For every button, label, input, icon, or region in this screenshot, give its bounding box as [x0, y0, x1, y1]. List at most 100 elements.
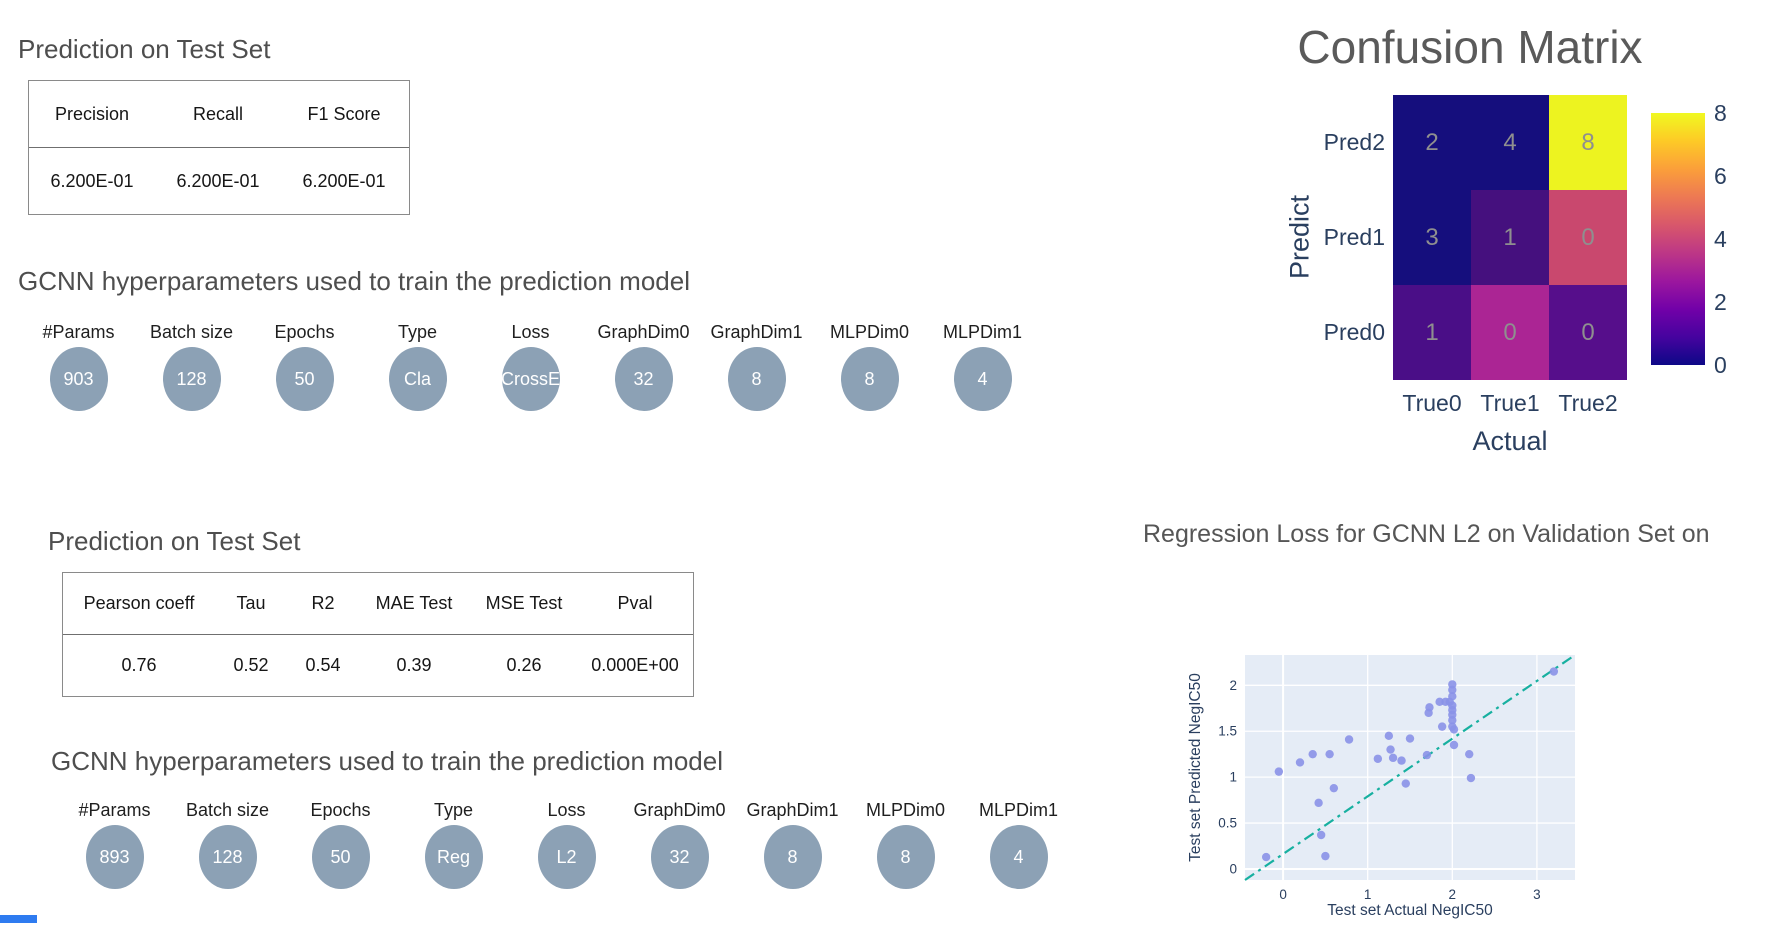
heatmap-cell: 1 [1471, 190, 1549, 285]
x-tick-label: 3 [1533, 887, 1541, 902]
scatter-point [1437, 722, 1447, 731]
scatter-point [1388, 753, 1398, 763]
table-value: 0.000E+00 [591, 655, 679, 675]
classification-hyperparams-title: GCNN hyperparameters used to train the p… [18, 266, 690, 296]
heatmap-cell-value: 0 [1503, 318, 1517, 346]
heatmap-cell-value: 8 [1581, 128, 1595, 156]
scatter-point [1397, 756, 1406, 765]
heatmap-cell-value: 0 [1581, 223, 1595, 251]
table-value: 0.39 [396, 655, 432, 675]
scatter-point [1405, 734, 1415, 743]
scatter-point [1274, 767, 1284, 776]
scatter-point [1329, 783, 1339, 793]
hyperparam-value-circle: 50 [311, 825, 370, 889]
hyperparam-value-circle: Cla [388, 347, 447, 411]
heatmap-cell: 2 [1393, 95, 1471, 190]
hyperparam-label: Loss [547, 800, 586, 820]
table-value-row: 6.200E-01 6.200E-01 6.200E-01 [29, 148, 409, 214]
scatter-point [1316, 830, 1326, 840]
column-header: MSE Test [485, 593, 563, 613]
heatmap-col-label: True1 [1480, 390, 1540, 416]
hyperparam-value-circle: 128 [198, 825, 257, 889]
y-axis-label: Test set Predicted NegIC50 [1187, 673, 1204, 862]
hyperparam-value-circle: 32 [614, 347, 673, 411]
hyperparam-label: Batch size [149, 322, 234, 342]
hyperparam-badge: Loss CrossE [478, 322, 583, 411]
scatter-point [1373, 754, 1383, 763]
bottom-edge-strip [0, 915, 37, 923]
hyperparam-value-circle: 893 [85, 825, 144, 889]
hyperparam-badge: GraphDim1 8 [704, 322, 809, 411]
column-header: Precision [54, 103, 130, 124]
classification-section-title: Prediction on Test Set [18, 34, 271, 64]
scatter-point [1401, 779, 1410, 788]
heatmap-col-label: True2 [1558, 390, 1618, 416]
heatmap-cell-value: 3 [1425, 223, 1439, 251]
x-tick-label: 2 [1449, 887, 1457, 902]
hyperparam-badge: Type Reg [401, 800, 506, 889]
confusion-matrix-xlabel: Actual [1472, 426, 1548, 456]
regression-hyperparam-badges: #Params 893 Batch size 128 Epochs 50 Type Reg Lo… [62, 800, 1071, 889]
hyperparam-label: MLPDim1 [978, 800, 1058, 820]
table-value: 0.52 [233, 655, 269, 675]
hyperparam-badge: Batch size 128 [139, 322, 244, 411]
hyperparam-badge: Epochs 50 [252, 322, 357, 411]
hyperparam-badge: #Params 903 [26, 322, 131, 411]
colorbar [1651, 113, 1705, 365]
y-tick-label: 2 [1229, 678, 1237, 693]
scatter-point [1435, 697, 1444, 707]
hyperparam-value-circle: 4 [953, 347, 1012, 411]
regression-hyperparams-title: GCNN hyperparameters used to train the p… [51, 746, 723, 776]
scatter-point [1448, 685, 1457, 695]
hyperparam-badge: Type Cla [365, 322, 470, 411]
heatmap-cell: 0 [1471, 285, 1549, 380]
y-tick-label: 1.5 [1218, 724, 1237, 739]
scatter-point [1425, 703, 1434, 712]
scatter-point [1314, 798, 1323, 808]
column-header: Tau [236, 593, 266, 613]
hyperparam-value-circle: 4 [989, 825, 1048, 889]
y-tick-label: 0.5 [1218, 816, 1237, 831]
hyperparam-value-circle: 8 [840, 347, 899, 411]
regression-metrics-table: Pearson coeff Tau R2 MAE Test MSE Test Pval 0.… [62, 572, 694, 697]
heatmap-cell: 0 [1549, 285, 1627, 380]
x-tick-label: 1 [1364, 887, 1372, 902]
scatter-point [1449, 740, 1459, 750]
confusion-matrix-heatmap[interactable]: 2 4 8 3 1 0 1 0 0 [1393, 95, 1627, 380]
scatter-point [1422, 750, 1432, 760]
table-value: 0.76 [121, 655, 157, 675]
scatter-point [1261, 852, 1271, 862]
column-header: F1 Score [307, 103, 381, 124]
hyperparam-value-circle: Reg [424, 825, 483, 889]
hyperparam-badge: MLPDim1 4 [966, 800, 1071, 889]
heatmap-cell-value: 0 [1581, 318, 1595, 346]
regression-plot-title: Regression Loss for GCNN L2 on Validatio… [1143, 520, 1710, 548]
hyperparam-value-circle: CrossE [501, 347, 560, 411]
hyperparam-label: #Params [42, 322, 115, 342]
colorbar-tick-label: 0 [1714, 352, 1727, 378]
column-header: MAE Test [375, 593, 453, 613]
hyperparam-value-circle: 128 [162, 347, 221, 411]
hyperparam-badge: Batch size 128 [175, 800, 280, 889]
scatter-plot[interactable]: 0 1 2 3 0 0.5 1 1.5 2 Test set Actual NegIC50 Test… [1180, 640, 1778, 923]
colorbar-tick-label: 8 [1714, 100, 1727, 126]
hyperparam-label: MLPDim1 [942, 322, 1022, 342]
scatter-point [1549, 667, 1559, 676]
hyperparam-badge: Loss L2 [514, 800, 619, 889]
column-header: Pval [617, 593, 653, 613]
hyperparam-value-circle: 8 [876, 825, 935, 889]
heatmap-row-label: Pred2 [1323, 128, 1385, 155]
hyperparam-label: MLPDim0 [865, 800, 945, 820]
hyperparam-label: GraphDim1 [746, 800, 839, 820]
scatter-point [1295, 758, 1305, 767]
column-header: Pearson coeff [83, 593, 195, 613]
hyperparam-badge: Epochs 50 [288, 800, 393, 889]
hyperparam-value-circle: 32 [650, 825, 709, 889]
scatter-point [1466, 773, 1476, 783]
scatter-point [1449, 725, 1459, 734]
classification-metrics-table: Precision Recall F1 Score 6.200E-01 6.200E-0… [28, 80, 410, 215]
hyperparam-value-circle: 50 [275, 347, 334, 411]
hyperparam-badge: GraphDim0 32 [627, 800, 732, 889]
